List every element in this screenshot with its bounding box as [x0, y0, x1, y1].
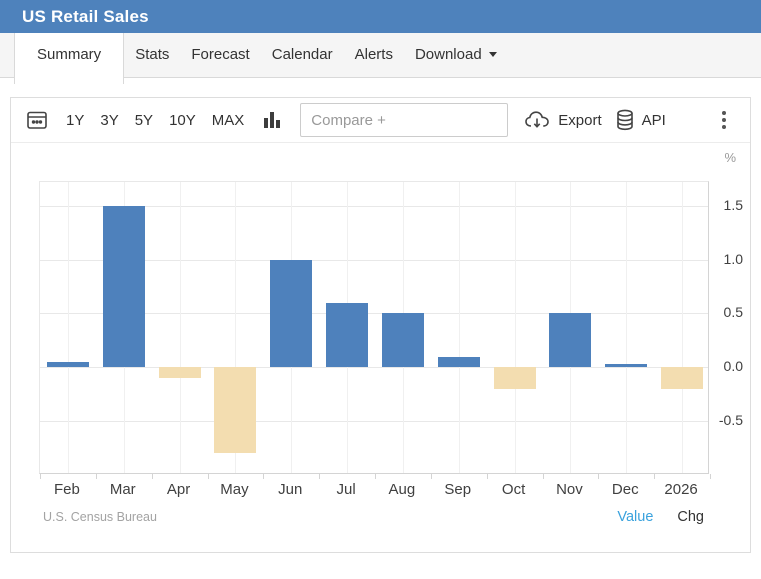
y-gridline	[40, 421, 708, 423]
axis-tick	[430, 474, 432, 479]
chevron-down-icon	[488, 52, 497, 57]
compare-input[interactable]	[300, 103, 509, 137]
bar-Jul[interactable]	[326, 302, 369, 368]
axis-tick	[375, 474, 376, 479]
bar-Nov[interactable]	[549, 313, 592, 368]
y-axis-unit-label: %	[724, 150, 736, 165]
x-axis-tick-label: Sep	[444, 481, 472, 498]
x-axis-tick-label: Jul	[336, 481, 356, 498]
series-toggles: Value Chg	[617, 509, 704, 525]
axis-tick	[598, 474, 600, 479]
y-axis-tick-label: -0.5	[718, 412, 743, 429]
bar-Sep[interactable]	[437, 356, 480, 368]
x-gridline	[514, 182, 516, 473]
x-axis-tick-label: Oct	[501, 481, 526, 498]
plot-area[interactable]	[39, 181, 711, 479]
tab-label: Download	[414, 46, 482, 63]
chart-toolbar: 1Y 3Y 5Y 10Y MAX Export	[11, 98, 750, 143]
tab-label: Calendar	[271, 46, 333, 63]
y-gridline	[40, 313, 708, 315]
tab-calendar[interactable]: Calendar	[261, 33, 344, 78]
x-axis-tick-label: Nov	[556, 481, 583, 498]
calendar-icon[interactable]	[26, 109, 48, 131]
y-gridline	[40, 367, 708, 369]
chg-toggle[interactable]: Chg	[677, 509, 704, 525]
api-label: API	[641, 111, 666, 129]
x-axis-tick-label: 2026	[664, 481, 698, 498]
tab-label: Alerts	[354, 46, 393, 63]
x-gridline	[682, 182, 684, 473]
bar-Jun[interactable]	[270, 259, 313, 368]
x-axis-tick-label: Dec	[611, 481, 639, 498]
x-axis-tick-label: Aug	[388, 481, 416, 498]
x-axis-tick-label: Feb	[53, 481, 80, 498]
page-title: US Retail Sales	[22, 6, 149, 26]
source-attribution: U.S. Census Bureau	[43, 510, 157, 524]
tab-forecast[interactable]: Forecast	[180, 33, 260, 78]
bar-Feb[interactable]	[46, 361, 89, 368]
x-axis-tick-label: May	[220, 481, 249, 498]
tab-label: Forecast	[191, 46, 250, 63]
axis-tick	[207, 474, 209, 479]
y-gridline	[40, 205, 708, 207]
database-icon	[616, 109, 633, 131]
x-axis-tick-label: Jun	[278, 481, 303, 498]
axis-tick	[486, 474, 488, 479]
tab-summary[interactable]: Summary	[14, 33, 125, 84]
tab-label: Stats	[135, 46, 170, 63]
range-button-3y[interactable]: 3Y	[100, 111, 119, 129]
axis-tick	[654, 474, 656, 479]
value-toggle[interactable]: Value	[617, 509, 654, 525]
tab-bar: Summary Stats Forecast Calendar Alerts D…	[0, 33, 761, 84]
tab-label: Summary	[37, 46, 102, 63]
y-gridline	[40, 259, 708, 261]
axis-tick	[263, 474, 265, 479]
range-button-5y[interactable]: 5Y	[134, 111, 154, 129]
export-button[interactable]: Export	[524, 110, 602, 130]
x-gridline	[235, 182, 237, 473]
tab-stats[interactable]: Stats	[124, 33, 180, 78]
x-gridline	[626, 182, 628, 473]
bar-Apr[interactable]	[158, 367, 201, 379]
range-button-max[interactable]: MAX	[211, 111, 245, 129]
bar-Mar[interactable]	[102, 205, 145, 368]
x-axis-tick-label: Mar	[109, 481, 136, 498]
range-button-10y[interactable]: 10Y	[169, 111, 196, 129]
x-gridline	[458, 182, 460, 473]
axis-tick	[95, 474, 97, 479]
y-axis-tick-label: 1.5	[723, 196, 743, 213]
range-button-1y[interactable]: 1Y	[66, 111, 85, 129]
api-button[interactable]: API	[616, 109, 666, 131]
axis-tick	[40, 474, 41, 479]
bar-May[interactable]	[214, 367, 257, 454]
bar-Aug[interactable]	[381, 313, 424, 368]
chart-panel: 1Y 3Y 5Y 10Y MAX Export	[10, 97, 751, 553]
cloud-download-icon	[525, 111, 550, 128]
bar-Oct[interactable]	[493, 367, 536, 389]
y-axis-tick-label: 0.0	[723, 358, 743, 375]
chart-area: % 1.5 1.0 0.5 0.0 -0.5 Feb Mar Apr May Jun Jul Aug S…	[11, 143, 750, 552]
x-gridline	[179, 182, 181, 473]
axis-tick	[151, 474, 153, 479]
y-axis-tick-label: 1.0	[723, 250, 743, 267]
x-axis-tick-label: Apr	[166, 481, 191, 498]
kebab-menu-icon[interactable]	[718, 107, 730, 133]
x-gridline	[67, 182, 69, 473]
export-label: Export	[558, 111, 602, 129]
axis-tick	[710, 474, 711, 479]
bar-Dec[interactable]	[605, 364, 648, 368]
chart-footer: U.S. Census Bureau Value Chg	[43, 509, 704, 525]
bar-2026[interactable]	[661, 367, 704, 389]
y-axis-tick-label: 0.5	[723, 304, 743, 321]
tab-alerts[interactable]: Alerts	[344, 33, 404, 78]
axis-tick	[542, 474, 544, 479]
axis-tick	[319, 474, 321, 479]
tab-download[interactable]: Download	[404, 33, 508, 78]
column-chart-icon[interactable]	[264, 112, 281, 128]
page-header: US Retail Sales	[0, 0, 761, 33]
